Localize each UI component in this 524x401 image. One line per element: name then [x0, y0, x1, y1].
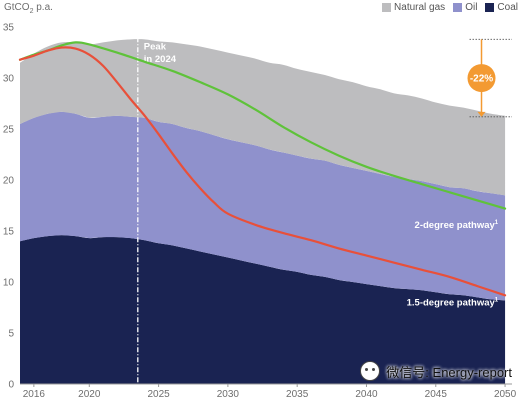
x-tick-label: 2050 [494, 389, 517, 400]
legend-label-natural-gas: Natural gas [394, 2, 446, 13]
legend-swatch-natural-gas [382, 3, 392, 12]
legend-label-oil: Oil [465, 2, 478, 13]
x-tick-label: 2045 [425, 389, 448, 400]
line-label-footnote: 1 [495, 220, 499, 226]
x-tick-label: 2020 [78, 389, 101, 400]
watermark-text: 微信号: Energy-report [386, 364, 512, 380]
area-oil [20, 111, 506, 301]
peak-label-year: in 2024 [144, 54, 177, 65]
y-tick-label: 25 [3, 125, 15, 136]
x-tick-label: 2030 [217, 389, 240, 400]
x-tick-label: 2025 [147, 389, 170, 400]
area-natural-gas [20, 39, 506, 196]
line-label-1-5-degree-pathway: 1.5-degree pathway1 [407, 297, 499, 308]
y-tick-label: 20 [3, 176, 15, 187]
wechat-icon [360, 361, 381, 381]
reduction-badge [467, 64, 496, 93]
x-tick-label: 2035 [286, 389, 309, 400]
legend-swatch-oil [453, 3, 463, 12]
x-tick-label: 2040 [355, 389, 378, 400]
y-tick-label: 30 [3, 74, 15, 85]
watermark: 微信号: Energy-report [360, 361, 512, 381]
y-tick-label: 35 [3, 23, 15, 34]
line-1-5-degree-pathway [18, 46, 507, 297]
line-2-degree-pathway [18, 41, 507, 210]
y-tick-label: 10 [3, 278, 15, 289]
reduction-label: -22% [470, 74, 493, 85]
y-axis-unit-label: GtCO2 p.a. [4, 2, 53, 15]
legend-item-natural-gas: Natural gas [382, 2, 445, 13]
legend-swatch-coal [485, 3, 495, 12]
x-tick-label: 2016 [23, 389, 46, 400]
reduction-arrow-head [477, 111, 486, 117]
area-coal [20, 235, 506, 384]
legend-label-coal: Coal [497, 2, 518, 13]
y-tick-label: 15 [3, 227, 15, 238]
peak-label: Peak [144, 42, 167, 53]
line-label-footnote: 1 [495, 297, 499, 303]
legend-item-coal: Coal [485, 2, 518, 13]
y-tick-label: 0 [8, 380, 14, 391]
y-tick-label: 5 [8, 329, 14, 340]
legend: Natural gas Oil Coal [382, 2, 518, 13]
line-label-2-degree-pathway: 2-degree pathway1 [415, 220, 499, 231]
legend-item-oil: Oil [453, 2, 477, 13]
